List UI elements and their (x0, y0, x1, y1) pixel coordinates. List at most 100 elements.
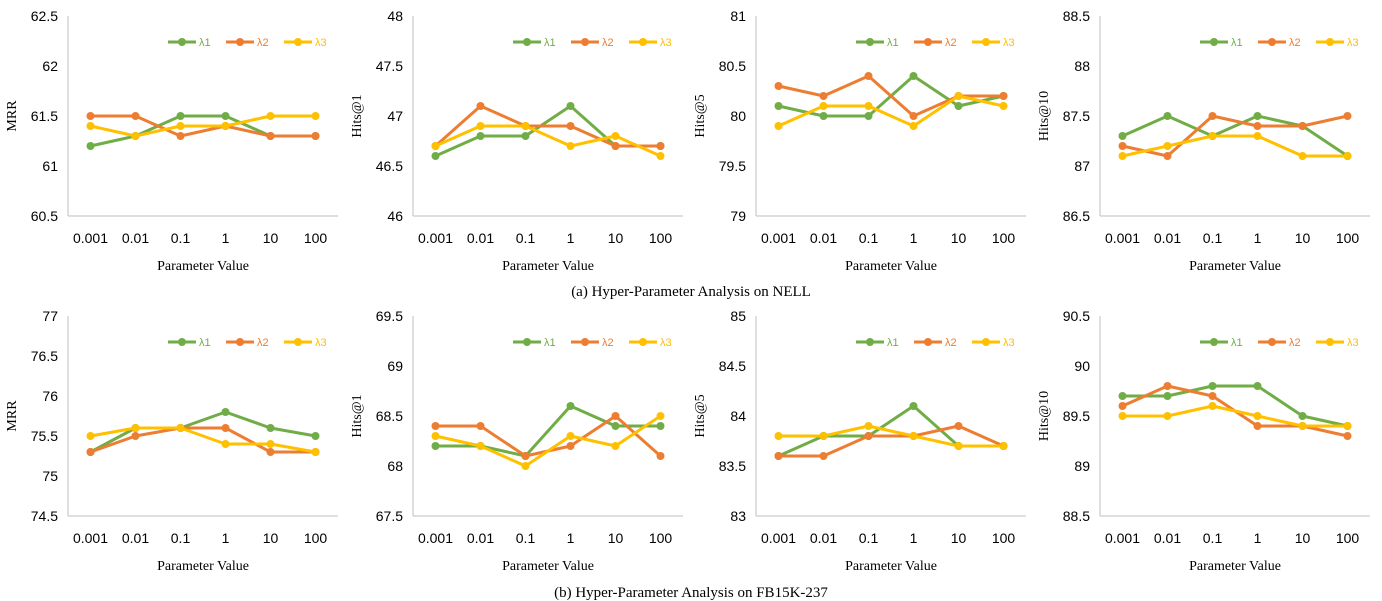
data-point-lambda3 (176, 122, 185, 130)
data-point-lambda2 (266, 448, 275, 456)
y-tick-label: 62.5 (31, 8, 58, 24)
data-point-lambda2 (774, 82, 783, 90)
chart-a-hits-at-1: 46 46.5 47 47.5 48 0.001 0.01 0.1 1 10 100 Paramete… (350, 8, 683, 274)
y-tick-label: 69 (387, 358, 403, 374)
data-point-lambda3 (1343, 422, 1352, 430)
x-tick-label: 1 (910, 530, 918, 546)
x-tick-label: 1 (1254, 530, 1262, 546)
x-tick-label: 0.001 (1105, 530, 1140, 546)
y-tick-label: 61 (42, 158, 58, 174)
legend-marker-lambda2 (1268, 338, 1276, 346)
x-tick-label: 10 (951, 530, 967, 546)
legend-marker-lambda1 (523, 338, 531, 346)
y-tick-label: 75 (42, 468, 58, 484)
data-point-lambda1 (1298, 412, 1307, 420)
data-point-lambda1 (566, 102, 575, 110)
y-tick-label: 69.5 (376, 308, 403, 324)
data-point-lambda1 (431, 442, 440, 450)
data-point-lambda3 (1208, 402, 1217, 410)
data-point-lambda2 (864, 72, 873, 80)
y-tick-label: 90 (1074, 358, 1090, 374)
series-line-lambda3 (435, 414, 662, 468)
data-point-lambda2 (1343, 432, 1352, 440)
legend-label-lambda1: λ1 (544, 337, 556, 349)
data-point-lambda3 (476, 122, 485, 130)
y-tick-label: 48 (387, 8, 403, 24)
data-point-lambda2 (611, 142, 620, 150)
y-tick-label: 90.5 (1063, 308, 1090, 324)
data-point-lambda1 (1118, 392, 1127, 400)
legend-marker-lambda2 (236, 38, 244, 46)
x-tick-label: 1 (567, 230, 575, 246)
data-point-lambda3 (1298, 152, 1307, 160)
data-point-lambda3 (656, 412, 665, 420)
data-point-lambda1 (221, 408, 230, 416)
chart-a-hits-at-5: 79 79.5 80 80.5 81 0.001 0.01 0.1 1 10 100 Paramete… (693, 8, 1026, 274)
series-line-lambda2 (434, 104, 661, 148)
data-point-lambda2 (954, 422, 963, 430)
legend-marker-lambda1 (178, 338, 186, 346)
data-point-lambda3 (266, 112, 275, 120)
data-point-lambda3 (221, 440, 230, 448)
legend-marker-lambda2 (581, 338, 589, 346)
data-point-lambda3 (999, 102, 1008, 110)
y-axis-title: Hits@5 (693, 394, 708, 437)
data-point-lambda3 (954, 442, 963, 450)
y-tick-label: 88.5 (1063, 508, 1090, 524)
data-point-lambda3 (999, 442, 1008, 450)
y-axis-title: Hits@1 (350, 94, 365, 137)
x-tick-label: 0.001 (73, 530, 108, 546)
data-point-lambda1 (521, 132, 530, 140)
chart-b-hits-at-5: 83 83.5 84 84.5 85 0.001 0.01 0.1 1 10 100 Paramete… (693, 308, 1026, 574)
series-line-lambda2 (89, 426, 316, 454)
legend-marker-lambda2 (924, 38, 932, 46)
y-tick-label: 88 (1074, 58, 1090, 74)
series-line-lambda3 (1122, 134, 1348, 158)
data-point-lambda3 (311, 112, 320, 120)
data-point-lambda1 (864, 112, 873, 120)
data-point-lambda1 (311, 432, 320, 440)
data-point-lambda2 (819, 92, 828, 100)
data-point-lambda2 (864, 432, 873, 440)
data-point-lambda1 (86, 142, 95, 150)
data-point-lambda3 (819, 102, 828, 110)
data-point-lambda3 (909, 122, 918, 130)
x-tick-label: 0.01 (122, 530, 149, 546)
data-point-lambda3 (86, 122, 95, 130)
y-tick-label: 46.5 (376, 158, 403, 174)
data-point-lambda3 (1298, 422, 1307, 430)
data-point-lambda3 (1253, 412, 1262, 420)
x-tick-label: 0.01 (810, 230, 837, 246)
y-tick-label: 87.5 (1063, 108, 1090, 124)
y-tick-label: 76.5 (31, 348, 58, 364)
data-point-lambda3 (1163, 412, 1172, 420)
data-point-lambda2 (86, 112, 95, 120)
data-point-lambda2 (611, 412, 620, 420)
legend-marker-lambda3 (639, 38, 647, 46)
x-tick-label: 0.1 (1203, 530, 1223, 546)
x-tick-label: 0.001 (761, 230, 796, 246)
series-line-lambda1 (435, 404, 661, 458)
data-point-lambda1 (1208, 382, 1217, 390)
x-tick-label: 0.01 (467, 530, 494, 546)
data-point-lambda2 (176, 132, 185, 140)
data-point-lambda3 (819, 432, 828, 440)
legend-label-lambda3: λ3 (1003, 37, 1015, 49)
data-point-lambda1 (476, 132, 485, 140)
y-tick-label: 87 (1074, 158, 1090, 174)
legend-label-lambda1: λ1 (1231, 337, 1243, 349)
x-tick-label: 1 (222, 530, 230, 546)
data-point-lambda2 (431, 422, 440, 430)
legend-label-lambda3: λ3 (315, 37, 327, 49)
y-tick-label: 85 (730, 308, 746, 324)
y-tick-label: 89.5 (1063, 408, 1090, 424)
data-point-lambda3 (566, 432, 575, 440)
x-tick-label: 10 (951, 230, 967, 246)
legend-label-lambda2: λ2 (945, 37, 957, 49)
data-point-lambda2 (566, 122, 575, 130)
y-tick-label: 62 (42, 58, 58, 74)
x-tick-label: 0.001 (761, 530, 796, 546)
x-tick-label: 0.01 (1154, 230, 1181, 246)
data-point-lambda3 (1118, 152, 1127, 160)
y-tick-label: 47.5 (376, 58, 403, 74)
